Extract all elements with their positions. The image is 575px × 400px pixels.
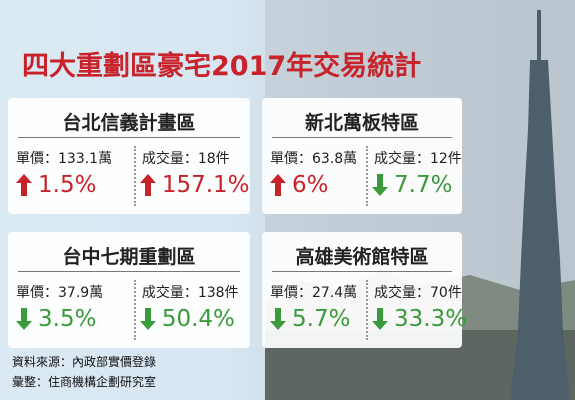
price: 單價：63.8萬 (270, 151, 358, 167)
separator (133, 146, 136, 206)
price: 單價：37.9萬 (16, 285, 104, 301)
change: 3.5% (16, 306, 96, 332)
change-value: 3.5% (38, 306, 97, 332)
price: 單價：27.4萬 (270, 285, 358, 301)
rule (272, 271, 452, 272)
change: 1.5% (16, 172, 96, 198)
card: 新北萬板特區單價：63.8萬 成交量：12件 6% 7.7% (262, 98, 462, 214)
arrow-up (270, 174, 286, 196)
card-name: 高雄美術館特區 (295, 246, 429, 268)
card-name: 台中七期重劃區 (62, 246, 196, 268)
change-value: 7.7% (394, 172, 453, 198)
change: 7.7% (372, 172, 452, 198)
arrow-down (139, 308, 156, 330)
rule (18, 271, 240, 272)
card: 高雄美術館特區單價：27.4萬 成交量：70件 5.7% 33.3% (262, 232, 467, 348)
card-name: 新北萬板特區 (304, 112, 419, 134)
change-value: 50.4% (161, 306, 235, 332)
change-value: 157.1% (161, 172, 250, 198)
change: 157.1% (139, 172, 250, 198)
change-value: 33.3% (394, 306, 468, 332)
card: 台中七期重劃區單價：37.9萬 成交量：138件 3.5% 50.4% (8, 232, 250, 348)
source: 資料來源：內政部實價登錄 (12, 355, 157, 369)
change-value: 1.5% (38, 172, 97, 198)
separator (366, 280, 368, 340)
separator (366, 146, 368, 206)
change-value: 5.7% (292, 306, 351, 332)
arrow-down (270, 308, 286, 330)
volume: 成交量：18件 (141, 151, 230, 167)
volume: 成交量：70件 (374, 285, 462, 301)
change: 33.3% (372, 306, 467, 332)
arrow-down (372, 308, 388, 330)
volume: 成交量：138件 (141, 285, 239, 301)
change: 5.7% (270, 306, 350, 332)
arrow-up (139, 174, 156, 196)
change: 50.4% (139, 306, 235, 332)
card: 台北信義計畫區單價：133.1萬 成交量：18件 1.5% 157.1% (8, 98, 250, 214)
separator (133, 280, 136, 340)
compiler: 彙整：住商機構企劃研究室 (12, 375, 157, 389)
price: 單價：133.1萬 (16, 151, 113, 167)
rule (272, 137, 452, 138)
change-value: 6% (292, 172, 329, 198)
arrow-down (16, 308, 32, 330)
arrow-down (372, 174, 388, 196)
card-name: 台北信義計畫區 (62, 112, 196, 134)
rule (18, 137, 240, 138)
arrow-up (16, 174, 32, 196)
change: 6% (270, 172, 329, 198)
title: 四大重劃區豪宅2017年交易統計 (22, 51, 422, 82)
volume: 成交量：12件 (374, 151, 462, 167)
